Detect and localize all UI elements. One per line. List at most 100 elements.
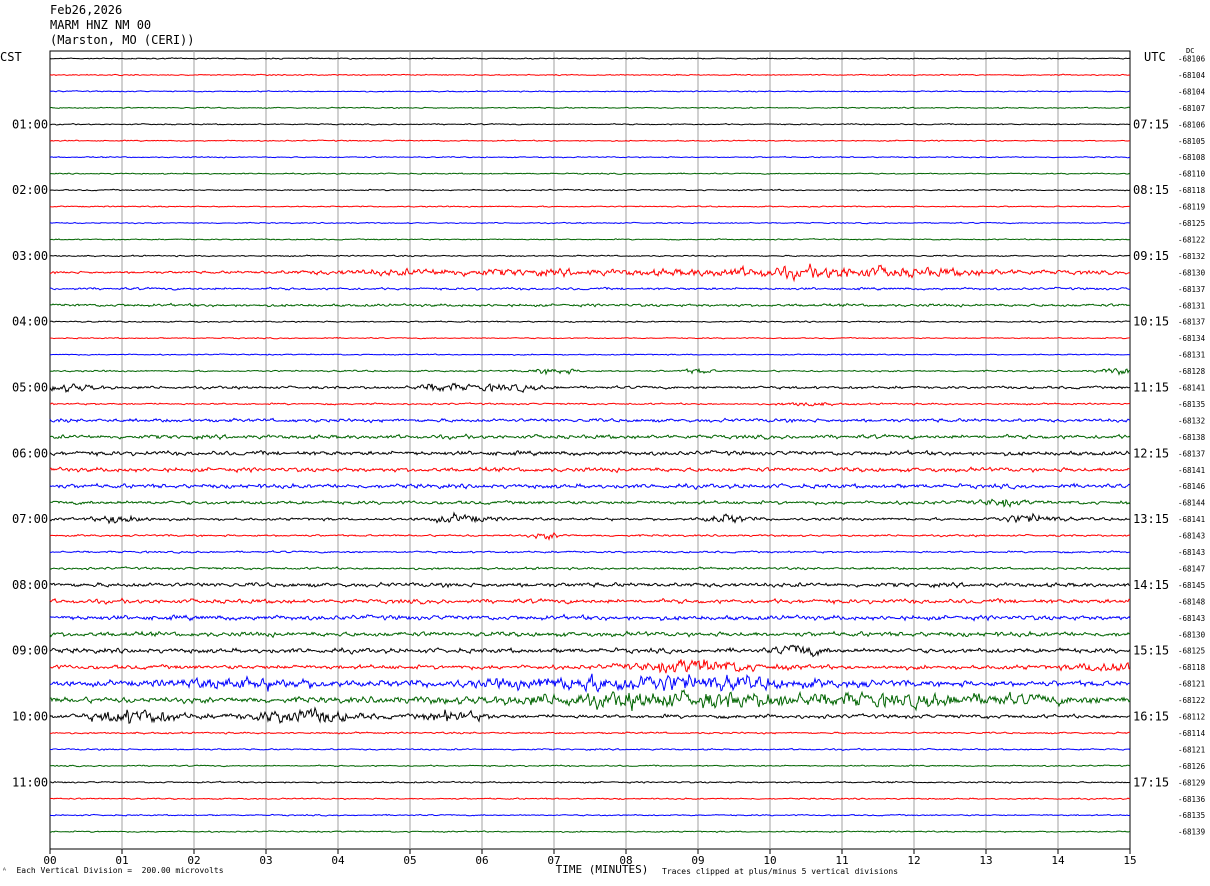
cst-hour-label: 08:00 — [12, 578, 48, 592]
dc-offset-label: -68136 — [1178, 795, 1206, 804]
utc-hour-label: 11:15 — [1133, 381, 1169, 395]
seismic-trace — [49, 90, 1131, 93]
dc-offset-label: -68144 — [1178, 499, 1206, 508]
station-location: (Marston, MO (CERI)) — [50, 33, 195, 47]
utc-hour-label: 09:15 — [1133, 249, 1169, 263]
dc-column-header: DC — [1186, 47, 1195, 55]
seismic-trace — [49, 566, 1131, 571]
station-code: MARM HNZ NM 00 — [50, 18, 152, 32]
seismic-trace — [49, 221, 1131, 225]
dc-offset-label: -68141 — [1178, 466, 1205, 475]
x-tick-label: 00 — [43, 854, 56, 867]
left-timezone-label: CST — [0, 50, 22, 64]
utc-hour-label: 08:15 — [1133, 183, 1169, 197]
dc-offset-label: -68143 — [1178, 532, 1205, 541]
dc-offset-label: -68106 — [1178, 120, 1206, 129]
dc-offset-label: -68105 — [1178, 137, 1205, 146]
utc-hour-label: 16:15 — [1133, 710, 1169, 724]
dc-offset-label: -68125 — [1178, 647, 1205, 656]
cst-hour-label: 01:00 — [12, 117, 48, 131]
x-tick-label: 01 — [115, 854, 128, 867]
x-tick-label: 07 — [547, 854, 560, 867]
dc-offset-label: -68137 — [1178, 285, 1205, 294]
seismic-trace — [49, 286, 1131, 291]
seismic-trace — [50, 320, 1131, 324]
seismic-trace — [50, 780, 1131, 784]
seismic-trace — [50, 498, 1131, 508]
seismic-trace — [49, 706, 1131, 725]
seismic-trace — [49, 644, 1131, 658]
cst-hour-label: 11:00 — [12, 775, 48, 789]
dc-offset-label: -68104 — [1178, 71, 1206, 80]
seismic-trace — [49, 659, 1131, 674]
seismic-trace — [49, 511, 1130, 525]
seismic-trace — [49, 302, 1131, 308]
dc-offset-label: -68107 — [1178, 104, 1205, 113]
dc-offset-label: -68121 — [1178, 680, 1205, 689]
cst-hour-label: 06:00 — [12, 446, 48, 460]
cst-hour-label: 10:00 — [12, 710, 48, 724]
dc-offset-label: -68134 — [1178, 334, 1206, 343]
seismic-trace — [49, 433, 1131, 441]
x-tick-label: 05 — [403, 854, 416, 867]
seismic-trace — [49, 597, 1131, 606]
cst-hour-label: 05:00 — [12, 381, 48, 395]
dc-offset-label: -68130 — [1178, 268, 1206, 277]
seismic-trace — [49, 830, 1131, 834]
dc-offset-label: -68128 — [1178, 367, 1206, 376]
seismic-trace — [49, 57, 1131, 60]
dc-offset-label: -68137 — [1178, 449, 1205, 458]
utc-hour-label: 13:15 — [1133, 512, 1169, 526]
dc-offset-label: -68138 — [1178, 433, 1206, 442]
dc-offset-label: -68139 — [1178, 828, 1205, 837]
dc-offset-label: -68146 — [1178, 482, 1206, 491]
utc-hour-label: 12:15 — [1133, 446, 1169, 460]
seismic-trace — [50, 336, 1131, 340]
dc-offset-label: -68131 — [1178, 351, 1205, 360]
seismic-trace — [49, 254, 1131, 258]
x-tick-label: 15 — [1123, 854, 1136, 867]
dc-offset-label: -68121 — [1178, 745, 1205, 754]
x-axis-label: TIME (MINUTES) — [556, 863, 649, 876]
cst-hour-label: 09:00 — [12, 644, 48, 658]
dc-offset-label: -68118 — [1178, 186, 1206, 195]
x-tick-label: 10 — [763, 854, 776, 867]
x-tick-label: 11 — [835, 854, 848, 867]
utc-hour-label: 15:15 — [1133, 644, 1169, 658]
dc-offset-label: -68148 — [1178, 597, 1206, 606]
dc-offset-label: -68119 — [1178, 203, 1205, 212]
seismic-trace — [49, 139, 1130, 142]
utc-hour-label: 10:15 — [1133, 315, 1169, 329]
cst-hour-label: 03:00 — [12, 249, 48, 263]
x-tick-label: 14 — [1051, 854, 1065, 867]
seismic-trace — [49, 122, 1131, 126]
dc-offset-label: -68125 — [1178, 219, 1205, 228]
dc-offset-label: -68137 — [1178, 318, 1205, 327]
dc-offset-label: -68112 — [1178, 713, 1205, 722]
x-tick-label: 13 — [979, 854, 992, 867]
dc-offset-label: -68147 — [1178, 564, 1205, 573]
dc-offset-label: -68122 — [1178, 235, 1205, 244]
seismic-trace — [49, 263, 1131, 283]
dc-offset-label: -68143 — [1178, 614, 1205, 623]
cst-hour-label: 07:00 — [12, 512, 48, 526]
seismic-trace — [49, 73, 1131, 77]
seismic-trace — [50, 747, 1131, 751]
plot-frame — [49, 50, 1131, 850]
seismic-trace — [49, 813, 1131, 817]
dc-offset-label: -68122 — [1178, 696, 1205, 705]
seismic-trace — [49, 353, 1131, 356]
scale-note-text: Each Vertical Division = 200.00 microvol… — [16, 866, 224, 875]
dc-offset-label: -68129 — [1178, 778, 1205, 787]
utc-hour-label: 17:15 — [1133, 775, 1169, 789]
clip-note: Traces clipped at plus/minus 5 vertical … — [662, 867, 899, 876]
seismic-trace — [49, 630, 1131, 639]
utc-hour-label: 14:15 — [1133, 578, 1169, 592]
seismic-trace — [50, 731, 1130, 735]
utc-hour-label: 07:15 — [1133, 117, 1169, 131]
seismic-trace — [49, 797, 1131, 801]
seismic-trace — [49, 689, 1131, 712]
x-tick-label: 02 — [187, 854, 200, 867]
dc-offset-label: -68126 — [1178, 762, 1206, 771]
